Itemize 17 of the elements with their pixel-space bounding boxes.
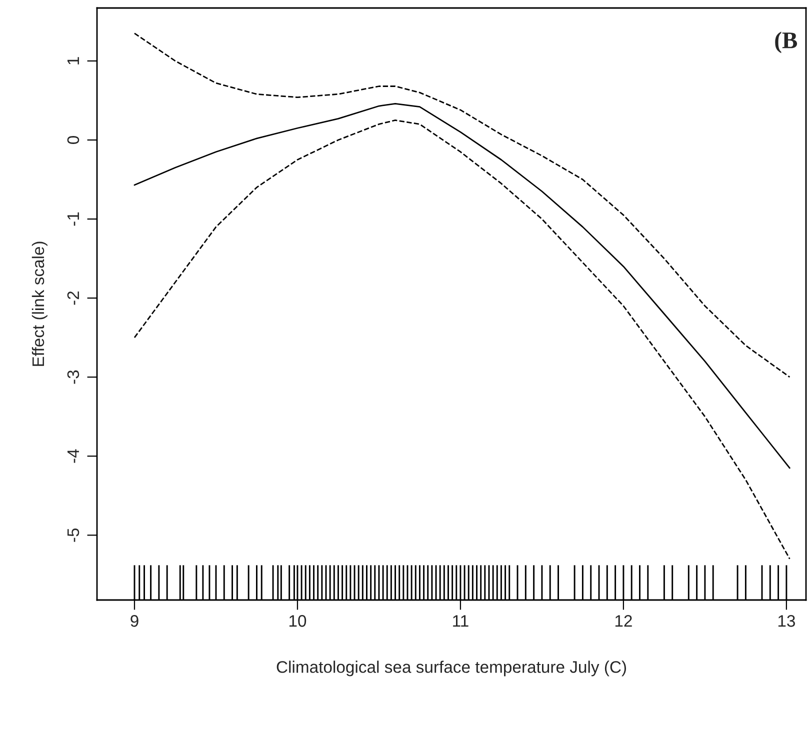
y-tick-label: -4: [67, 449, 79, 463]
x-tick-label: 13: [778, 615, 795, 627]
x-tick-label: 10: [289, 615, 306, 627]
annotation: (B: [775, 32, 798, 54]
y-tick-label: 1: [67, 57, 79, 64]
y-tick-label: -2: [67, 292, 79, 305]
y-tick-label: -5: [67, 528, 80, 542]
y-tick-label: 0: [67, 136, 80, 144]
line-series: [134, 120, 790, 560]
x-tick-label: 12: [615, 615, 632, 627]
x-tick-label: 9: [130, 615, 138, 627]
line-series: [134, 102, 790, 469]
y-axis-title: Effect (link scale): [32, 242, 48, 366]
y-tick-label: -1: [67, 212, 79, 226]
x-tick-label: 11: [453, 615, 468, 627]
y-tick-label: -3: [67, 370, 80, 384]
x-axis-title: Climatological sea surface temperature July (C): [276, 660, 626, 676]
